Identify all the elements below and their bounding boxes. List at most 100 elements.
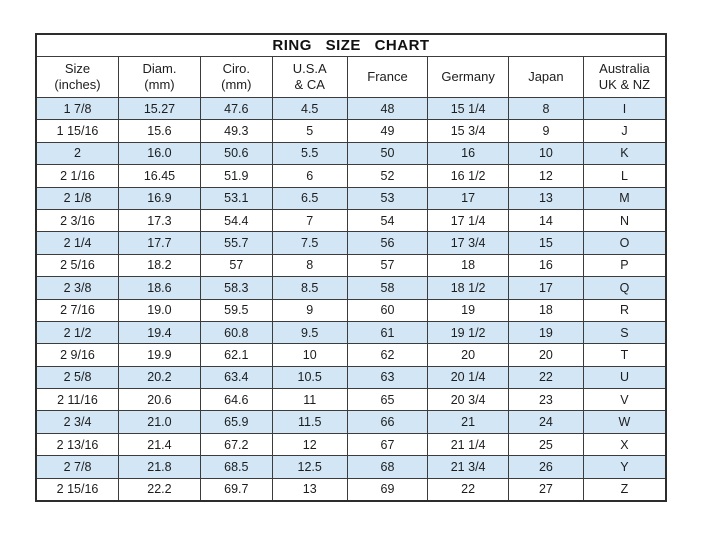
cell-australia-uk-nz: K xyxy=(582,141,667,166)
table-row: 2 3/8 18.6 58.3 8.5 58 18 1/2 17 Q xyxy=(35,276,667,300)
cell-japan: 13 xyxy=(507,186,584,210)
cell-france: 61 xyxy=(346,320,429,345)
cell-ciro-mm: 62.1 xyxy=(199,343,273,367)
cell-germany: 21 1/4 xyxy=(427,432,509,457)
table-row: 2 3/16 17.3 54.4 7 54 17 1/4 14 N xyxy=(35,208,667,233)
cell-usa-ca: 10 xyxy=(271,343,348,367)
cell-size-inches: 2 1/16 xyxy=(35,164,120,188)
cell-diam-mm: 21.0 xyxy=(118,410,201,434)
cell-france: 66 xyxy=(346,410,429,434)
cell-australia-uk-nz: I xyxy=(582,96,667,121)
table-body: 1 7/8 15.27 47.6 4.5 48 15 1/4 8 I 1 15/16 15.6 49… xyxy=(35,96,667,502)
cell-australia-uk-nz: L xyxy=(582,164,667,188)
cell-germany: 21 xyxy=(427,410,509,434)
column-header-france: France xyxy=(346,56,429,98)
cell-ciro-mm: 58.3 xyxy=(199,276,273,300)
cell-france: 48 xyxy=(346,96,429,121)
column-header-australia-uk-nz: Australia UK & NZ xyxy=(582,56,667,98)
cell-diam-mm: 20.6 xyxy=(118,388,201,412)
cell-japan: 24 xyxy=(507,410,584,434)
cell-australia-uk-nz: M xyxy=(582,186,667,210)
cell-japan: 15 xyxy=(507,231,584,255)
cell-germany: 16 xyxy=(427,141,509,166)
cell-australia-uk-nz: V xyxy=(582,388,667,412)
cell-diam-mm: 19.9 xyxy=(118,343,201,367)
cell-usa-ca: 7.5 xyxy=(271,231,348,255)
column-header-size-inches: Size (inches) xyxy=(35,56,120,98)
cell-australia-uk-nz: Q xyxy=(582,276,667,300)
cell-france: 49 xyxy=(346,119,429,143)
table-row: 2 13/16 21.4 67.2 12 67 21 1/4 25 X xyxy=(35,432,667,457)
cell-australia-uk-nz: U xyxy=(582,365,667,390)
column-header-usa-ca: U.S.A & CA xyxy=(271,56,348,98)
cell-japan: 12 xyxy=(507,164,584,188)
cell-diam-mm: 16.45 xyxy=(118,164,201,188)
cell-diam-mm: 21.8 xyxy=(118,455,201,479)
cell-germany: 16 1/2 xyxy=(427,164,509,188)
column-header-ciro-mm: Ciro. (mm) xyxy=(199,56,273,98)
cell-germany: 17 xyxy=(427,186,509,210)
cell-australia-uk-nz: P xyxy=(582,253,667,278)
cell-usa-ca: 12.5 xyxy=(271,455,348,479)
cell-size-inches: 2 3/16 xyxy=(35,208,120,233)
cell-germany: 19 1/2 xyxy=(427,320,509,345)
cell-france: 53 xyxy=(346,186,429,210)
cell-diam-mm: 19.0 xyxy=(118,298,201,322)
cell-diam-mm: 16.9 xyxy=(118,186,201,210)
cell-usa-ca: 13 xyxy=(271,477,348,502)
cell-usa-ca: 4.5 xyxy=(271,96,348,121)
cell-diam-mm: 16.0 xyxy=(118,141,201,166)
cell-size-inches: 1 15/16 xyxy=(35,119,120,143)
cell-ciro-mm: 57 xyxy=(199,253,273,278)
cell-size-inches: 2 7/8 xyxy=(35,455,120,479)
cell-usa-ca: 6.5 xyxy=(271,186,348,210)
cell-france: 50 xyxy=(346,141,429,166)
cell-ciro-mm: 51.9 xyxy=(199,164,273,188)
cell-australia-uk-nz: J xyxy=(582,119,667,143)
column-header-japan: Japan xyxy=(507,56,584,98)
cell-size-inches: 2 9/16 xyxy=(35,343,120,367)
cell-usa-ca: 8 xyxy=(271,253,348,278)
cell-ciro-mm: 53.1 xyxy=(199,186,273,210)
cell-ciro-mm: 54.4 xyxy=(199,208,273,233)
cell-france: 63 xyxy=(346,365,429,390)
cell-usa-ca: 9.5 xyxy=(271,320,348,345)
cell-japan: 9 xyxy=(507,119,584,143)
cell-usa-ca: 10.5 xyxy=(271,365,348,390)
cell-diam-mm: 18.6 xyxy=(118,276,201,300)
ring-size-table: RING SIZE CHART Size (inches) Diam. (mm) Cir… xyxy=(35,33,667,503)
cell-diam-mm: 17.7 xyxy=(118,231,201,255)
cell-australia-uk-nz: Z xyxy=(582,477,667,502)
cell-size-inches: 2 3/8 xyxy=(35,276,120,300)
cell-germany: 18 xyxy=(427,253,509,278)
cell-japan: 26 xyxy=(507,455,584,479)
cell-germany: 20 xyxy=(427,343,509,367)
cell-japan: 19 xyxy=(507,320,584,345)
cell-diam-mm: 17.3 xyxy=(118,208,201,233)
cell-japan: 14 xyxy=(507,208,584,233)
cell-diam-mm: 21.4 xyxy=(118,432,201,457)
cell-usa-ca: 9 xyxy=(271,298,348,322)
cell-ciro-mm: 47.6 xyxy=(199,96,273,121)
cell-france: 52 xyxy=(346,164,429,188)
cell-diam-mm: 15.6 xyxy=(118,119,201,143)
cell-france: 68 xyxy=(346,455,429,479)
cell-ciro-mm: 67.2 xyxy=(199,432,273,457)
cell-diam-mm: 22.2 xyxy=(118,477,201,502)
cell-germany: 18 1/2 xyxy=(427,276,509,300)
cell-ciro-mm: 60.8 xyxy=(199,320,273,345)
table-row: 1 15/16 15.6 49.3 5 49 15 3/4 9 J xyxy=(35,119,667,143)
cell-germany: 20 3/4 xyxy=(427,388,509,412)
cell-size-inches: 2 15/16 xyxy=(35,477,120,502)
cell-diam-mm: 18.2 xyxy=(118,253,201,278)
cell-size-inches: 2 13/16 xyxy=(35,432,120,457)
table-row: 2 15/16 22.2 69.7 13 69 22 27 Z xyxy=(35,477,667,502)
cell-usa-ca: 11 xyxy=(271,388,348,412)
column-header-germany: Germany xyxy=(427,56,509,98)
cell-usa-ca: 7 xyxy=(271,208,348,233)
cell-size-inches: 2 7/16 xyxy=(35,298,120,322)
cell-germany: 15 3/4 xyxy=(427,119,509,143)
cell-size-inches: 2 1/4 xyxy=(35,231,120,255)
cell-france: 56 xyxy=(346,231,429,255)
